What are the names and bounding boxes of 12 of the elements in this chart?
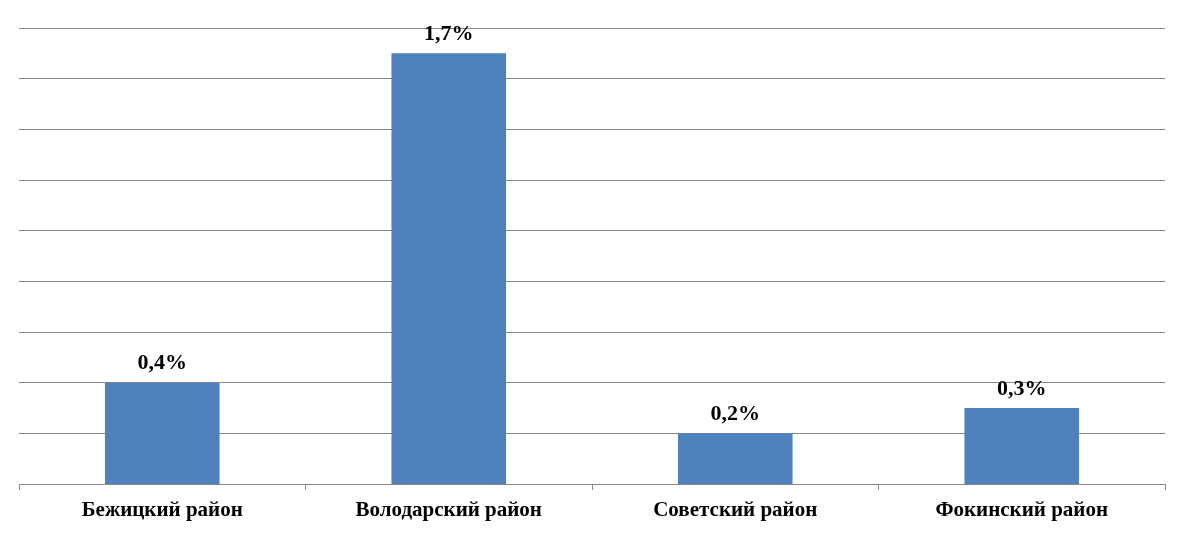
bar	[104, 382, 220, 484]
bar	[964, 408, 1080, 484]
x-tick-label: Бежицкий район	[81, 496, 243, 521]
x-tick-label: Фокинский район	[935, 496, 1109, 521]
data-label: 0,3%	[997, 374, 1047, 400]
bar	[677, 433, 793, 484]
data-label: 0,4%	[137, 349, 187, 375]
data-label: 1,7%	[424, 19, 474, 45]
bar	[391, 53, 507, 484]
x-tick-label: Советский район	[653, 496, 818, 521]
data-label: 0,2%	[710, 399, 760, 425]
x-tick-label: Володарский район	[355, 496, 542, 521]
